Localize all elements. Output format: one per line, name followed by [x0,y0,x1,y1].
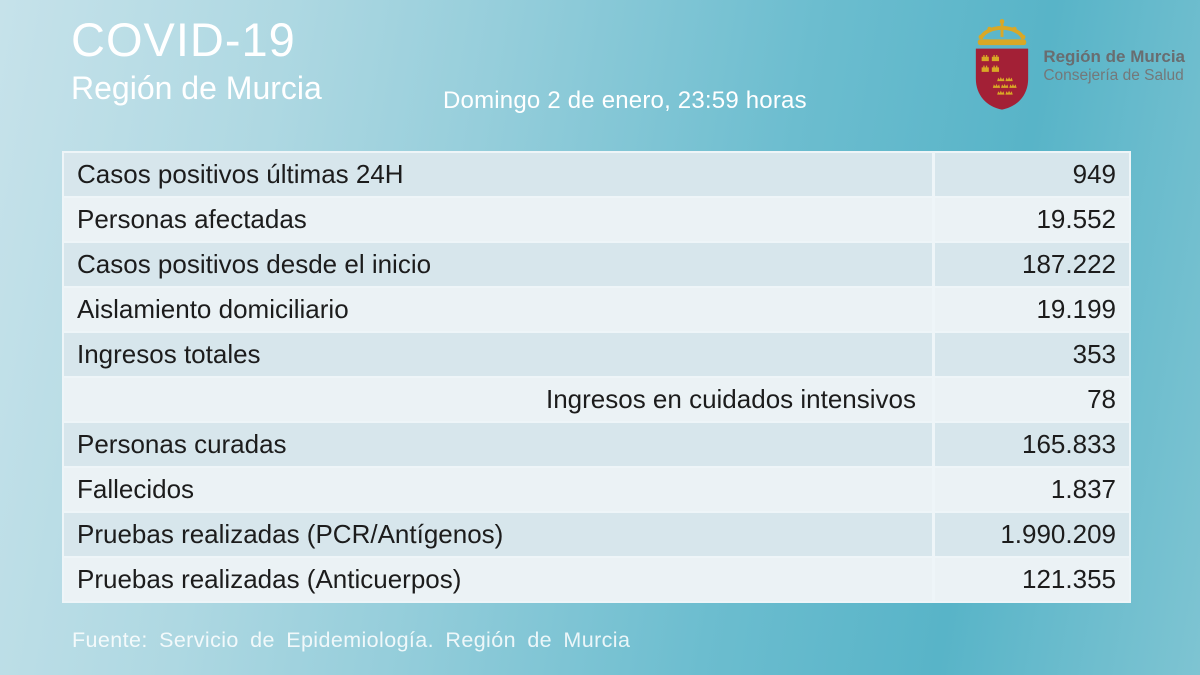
logo-org-name: Región de Murcia [1043,47,1185,67]
row-label: Aislamiento domiciliario [64,288,935,331]
table-row: Ingresos en cuidados intensivos 78 [64,378,1129,421]
page-subtitle: Región de Murcia [71,70,322,106]
row-value: 1.990.209 [1000,519,1116,549]
table-row: Personas afectadas 19.552 [64,198,1129,241]
table-row: Personas curadas 165.833 [64,423,1129,466]
table-row: Ingresos totales 353 [64,333,1129,376]
row-label: Fallecidos [64,468,935,511]
row-value: 19.552 [1036,204,1116,234]
murcia-coat-of-arms-icon [971,18,1033,114]
row-label: Casos positivos desde el inicio [64,243,935,286]
table-row: Casos positivos desde el inicio 187.222 [64,243,1129,286]
logo-dept-name: Consejería de Salud [1043,66,1184,84]
row-label: Ingresos en cuidados intensivos [64,378,935,421]
row-label: Pruebas realizadas (PCR/Antígenos) [64,513,935,556]
row-value: 1.837 [1050,474,1116,504]
table-row: Fallecidos 1.837 [64,468,1129,511]
stats-table: Casos positivos últimas 24H 949 Personas a… [62,151,1131,603]
logo-text: Región de Murcia Consejería de Salud [1043,47,1185,84]
source-note: Fuente: Servicio de Epidemiología. Regió… [72,628,631,652]
row-label: Ingresos totales [64,333,935,376]
title-block: COVID-19 Región de Murcia [71,13,322,107]
row-label: Personas afectadas [64,198,935,241]
row-value: 165.833 [1022,429,1116,459]
row-label: Casos positivos últimas 24H [64,153,935,196]
crown-icon [978,19,1027,46]
table-row: Aislamiento domiciliario 19.199 [64,288,1129,331]
page-title: COVID-19 [71,13,296,66]
row-value: 949 [1072,159,1116,189]
row-label: Personas curadas [64,423,935,466]
row-value: 353 [1072,339,1116,369]
row-value: 19.199 [1036,294,1116,324]
row-value: 78 [1087,384,1116,414]
row-label: Pruebas realizadas (Anticuerpos) [64,558,935,601]
table-row: Pruebas realizadas (Anticuerpos) 121.355 [64,558,1129,601]
row-value: 187.222 [1022,249,1116,279]
table-row: Pruebas realizadas (PCR/Antígenos) 1.990.… [64,513,1129,556]
logo: Región de Murcia Consejería de Salud [971,18,1185,114]
report-datetime: Domingo 2 de enero, 23:59 horas [443,87,807,114]
table-row: Casos positivos últimas 24H 949 [64,153,1129,196]
row-value: 121.355 [1022,564,1116,594]
